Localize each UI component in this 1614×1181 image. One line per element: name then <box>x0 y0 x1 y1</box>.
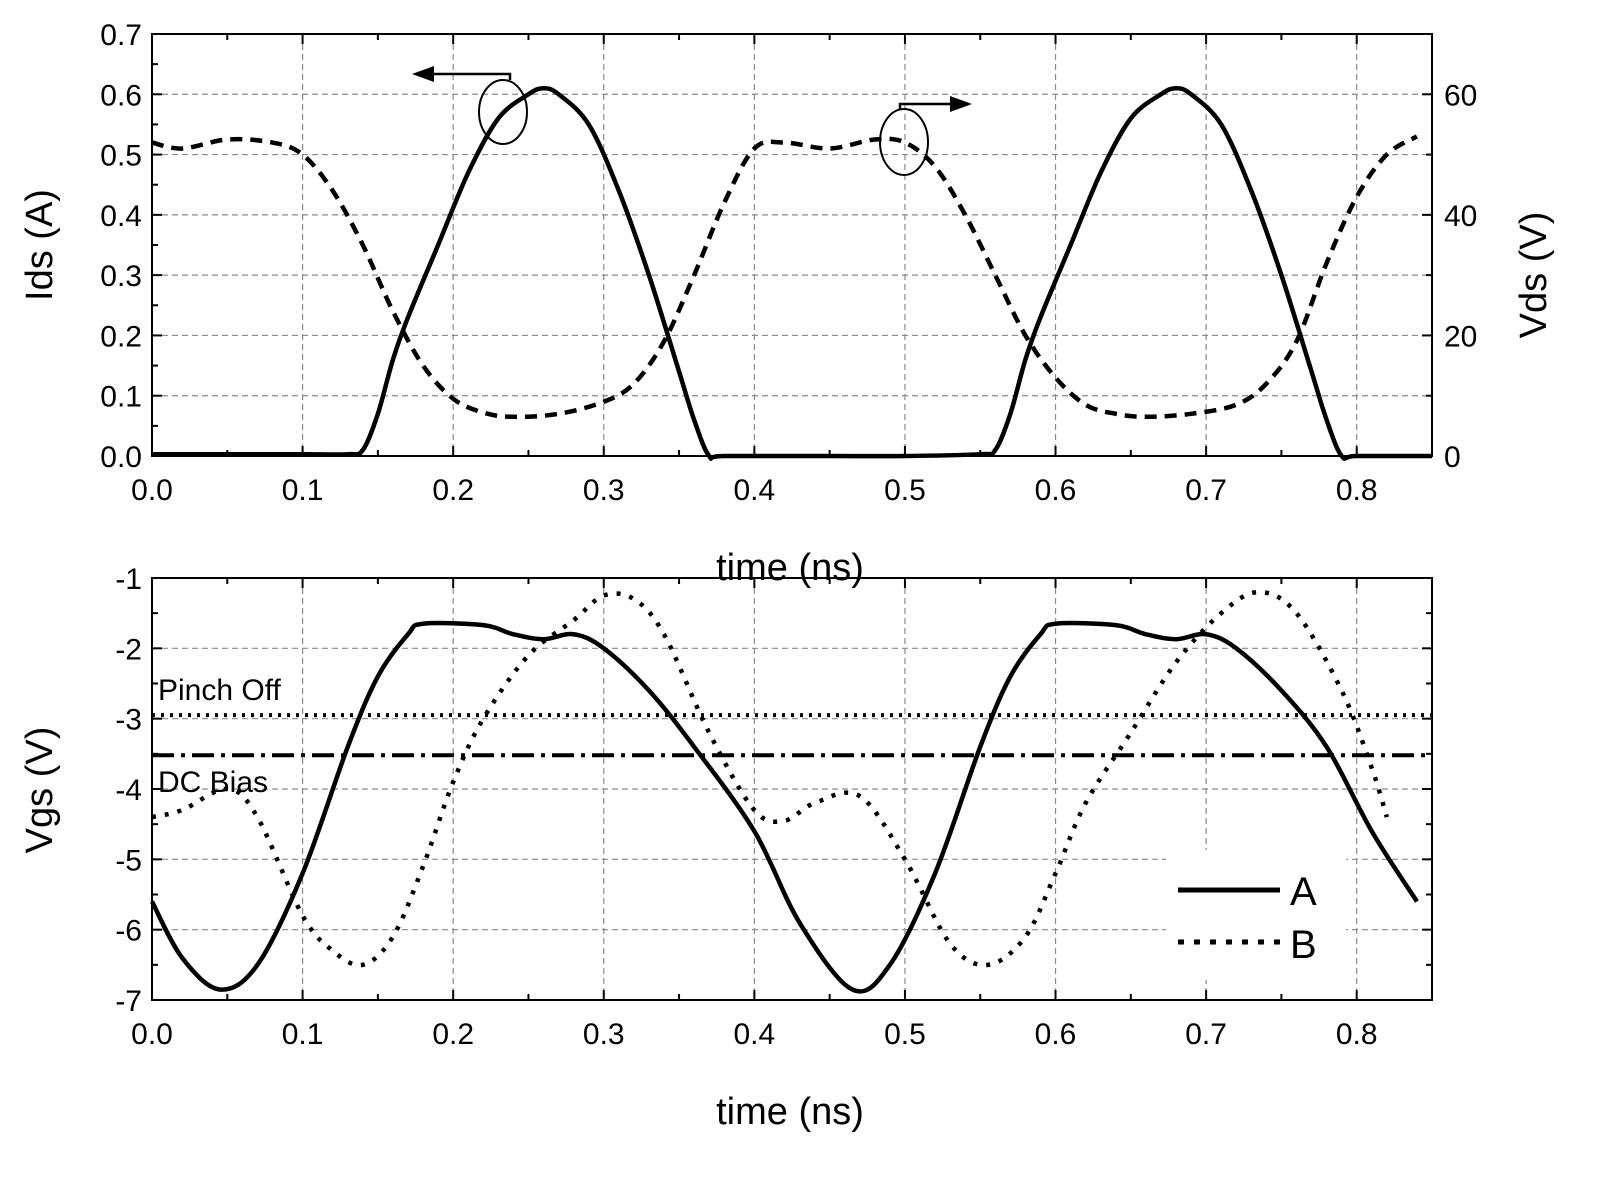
ids-arrow-head <box>412 66 434 82</box>
x-tick-label: 0.6 <box>1035 1018 1077 1051</box>
x-tick-label: 0.8 <box>1336 474 1378 507</box>
x-tick-label: 0.1 <box>282 474 324 507</box>
top-left-y-axis-title: Ids (A) <box>19 189 61 301</box>
series-line-vds <box>151 134 1419 420</box>
y2-tick-label: 20 <box>1444 320 1477 353</box>
y-tick-label: -6 <box>115 915 142 948</box>
x-tick-label: 0.8 <box>1336 1018 1378 1051</box>
y-tick-label: 0.5 <box>100 140 142 173</box>
ids-arrow-line <box>430 72 512 80</box>
y-tick-label: 0.2 <box>100 320 142 353</box>
bottom-reference-lines <box>152 713 1432 758</box>
legend-label-a: A <box>1290 870 1317 914</box>
x-tick-label: 0.2 <box>432 474 474 507</box>
y-tick-label: 0.3 <box>100 260 142 293</box>
x-tick-label: 0.0 <box>131 1018 173 1051</box>
x-tick-label: 0.4 <box>733 474 775 507</box>
x-tick-label: 0.0 <box>131 474 173 507</box>
ids-annotation <box>412 66 528 145</box>
bottom-grid <box>152 578 1432 1000</box>
y2-tick-label: 0 <box>1444 441 1461 474</box>
top-plot-frame <box>151 33 1433 457</box>
x-tick-label: 0.3 <box>583 474 625 507</box>
x-tick-label: 0.3 <box>583 1018 625 1051</box>
vds-marker-ellipse <box>879 108 929 176</box>
legend-label-b: B <box>1290 923 1317 967</box>
y-tick-label: -7 <box>115 985 142 1018</box>
y-tick-label: 0.1 <box>100 381 142 414</box>
y-tick-label: -2 <box>115 633 142 666</box>
y-tick-label: 0.6 <box>100 79 142 112</box>
ids-marker-ellipse <box>478 79 528 145</box>
vds-annotation <box>879 96 972 176</box>
y-tick-label: -5 <box>115 844 142 877</box>
vds-arrow-line <box>898 102 952 109</box>
top-x-axis-title: time (ns) <box>716 547 864 589</box>
y-tick-label: 0.0 <box>100 441 142 474</box>
dc-bias-label: DC Bias <box>158 766 268 799</box>
x-tick-label: 0.7 <box>1185 474 1227 507</box>
y2-tick-label: 60 <box>1444 79 1477 112</box>
top-right-y-axis-title: Vds (V) <box>1513 212 1555 339</box>
x-tick-label: 0.6 <box>1035 474 1077 507</box>
bottom-y-axis-title: Vgs (V) <box>19 727 61 854</box>
ids-vds-panel: 0.0 0.1 0.2 0.3 0.4 0.5 0.6 0.7 0.8 0.0 0.1 0.2 0.3 0… <box>19 19 1555 589</box>
top-ticks: 0.0 0.1 0.2 0.3 0.4 0.5 0.6 0.7 0.8 0.0 0.1 0.2 0.3 0… <box>100 19 1477 507</box>
vds-arrow-head <box>950 96 972 112</box>
pinch-off-label: Pinch Off <box>158 674 282 707</box>
y-tick-label: 0.4 <box>100 200 142 233</box>
top-series <box>151 86 1432 461</box>
y-tick-label: 0.7 <box>100 19 142 52</box>
vgs-panel: 0.0 0.1 0.2 0.3 0.4 0.5 0.6 0.7 0.8 -7 -6 -5 -4 -3 -2 -… <box>19 563 1433 1133</box>
x-tick-label: 0.7 <box>1185 1018 1227 1051</box>
bottom-series <box>150 589 1419 994</box>
legend-background <box>1166 850 1346 980</box>
x-tick-label: 0.1 <box>282 1018 324 1051</box>
y2-tick-label: 40 <box>1444 200 1477 233</box>
series-line-b <box>151 589 1389 968</box>
top-grid <box>152 34 1432 456</box>
y-tick-label: -4 <box>115 774 142 807</box>
bottom-x-axis-title: time (ns) <box>716 1091 864 1133</box>
x-tick-label: 0.5 <box>884 1018 926 1051</box>
series-line-a <box>150 620 1419 994</box>
legend: A B <box>1166 850 1346 980</box>
x-tick-label: 0.5 <box>884 474 926 507</box>
bottom-ticks: 0.0 0.1 0.2 0.3 0.4 0.5 0.6 0.7 0.8 -7 -6 -5 -4 -3 -2 -… <box>115 563 1433 1051</box>
y-tick-label: -1 <box>115 563 142 596</box>
x-tick-label: 0.2 <box>432 1018 474 1051</box>
y-tick-label: -3 <box>115 704 142 737</box>
x-tick-label: 0.4 <box>733 1018 775 1051</box>
